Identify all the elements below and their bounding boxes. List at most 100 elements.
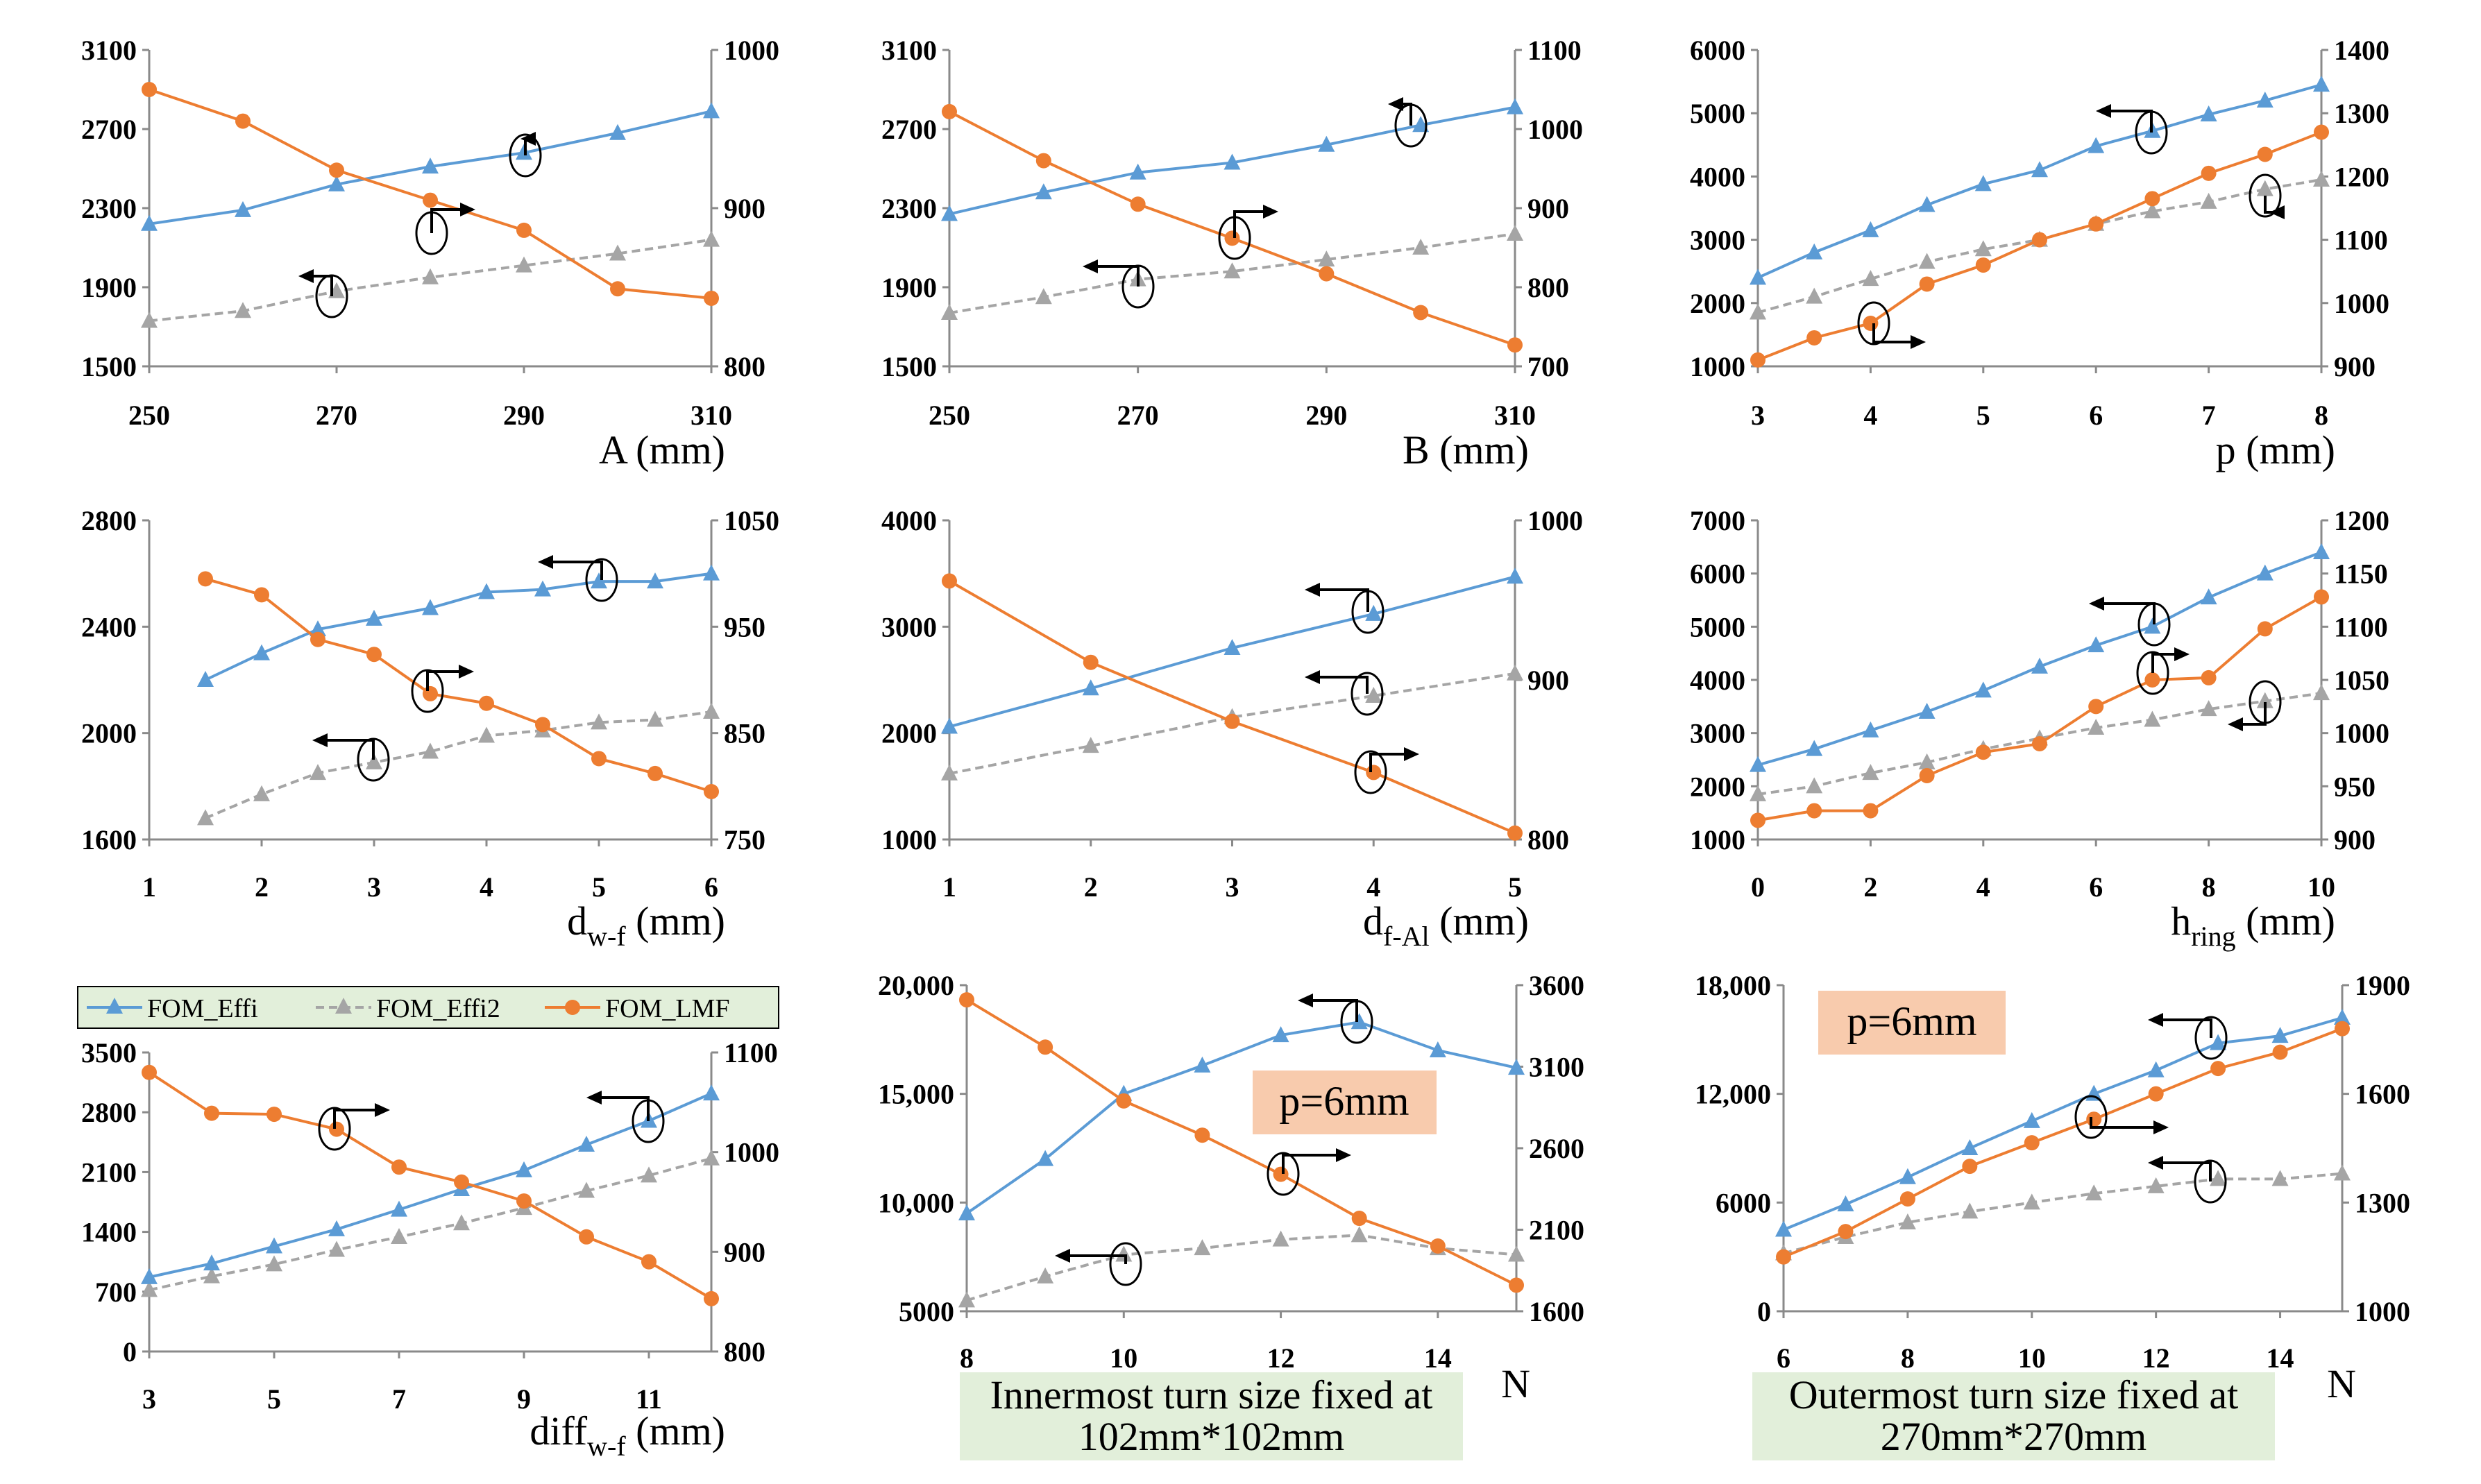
series-lmf-point [1863,315,1879,331]
chart-Ninner: 8 10 12 14 5000 10,000 15,000 20,000 1600 2100 260… [878,970,1584,1460]
x-tick-label: 250 [929,400,970,431]
indicator-shaft [2090,1117,2156,1129]
right-axis-indicator-arrow [411,665,474,713]
y-right-tick-label: 3600 [1529,970,1584,1001]
y-right-tick-label: 900 [1527,665,1569,696]
x-tick-label: 270 [316,400,357,431]
series-lmf-point [1194,1127,1210,1143]
y-left-tick-label: 4000 [1690,665,1745,696]
x-tick-label: 10 [2308,871,2335,903]
series-lmf-point [1806,803,1822,819]
series-effi2-point [1974,240,1992,257]
y-left-tick-label: 1500 [881,351,937,382]
series-lmf-point [2257,621,2273,637]
y-left-tick-label: 2700 [81,114,137,145]
y-right-tick-label: 1100 [724,1037,778,1068]
x-tick-label: 310 [1494,400,1536,431]
series-effi2-point [641,1166,657,1183]
y-left-tick-label: 2000 [81,718,137,749]
series-lmf-point [423,192,438,208]
series-lmf-point [2314,589,2329,605]
indicator-oval [2194,1016,2228,1060]
series-lmf-point [1975,257,1991,273]
x-axis-label-main: N [1501,1361,1530,1406]
series-lmf-point [1035,153,1051,169]
series-effi-point [2256,564,2273,581]
series-effi2-point [1194,1239,1211,1256]
chart-diffwf: 3 5 7 9 11 0 700 1400 2100 2800 3500 800 900 1000 1100… [81,1037,779,1462]
series-effi-point [958,1204,975,1220]
series-lmf-line [949,579,1516,835]
series-lmf-point [1750,812,1766,828]
series-effi2-point [1750,785,1766,801]
x-axis-label: p (mm) [2216,427,2335,472]
indicator-shaft [1095,265,1140,287]
x-tick-label: 12 [2142,1342,2170,1374]
caption-box [960,1372,1463,1460]
caption-line-2: 102mm*102mm [1078,1414,1344,1459]
series-lmf-point [454,1174,469,1190]
series-effi-point [328,175,345,191]
y-right-tick-label: 1050 [724,505,779,536]
x-tick-label: 2 [1084,871,1098,903]
series-lmf-point [704,784,719,799]
series-effi2-line [1757,692,2322,796]
x-axis-label-subscript: f-Al [1383,921,1430,952]
y-left-tick-label: 4000 [1690,161,1745,192]
x-tick-label: 14 [2267,1342,2294,1374]
y-right-tick-label: 1000 [724,1137,779,1168]
indicator-shaft [2151,653,2177,673]
series-effi-point [1806,740,1823,756]
left-axis-indicator-arrow [2148,1013,2228,1060]
y-right-tick-label: 750 [724,824,765,855]
x-tick-label: 8 [1901,1342,1915,1374]
chart-hring: 0 2 4 6 8 10 1000 2000 3000 4000 5000 6000 7000 900 95… [1690,505,2389,952]
x-tick-label: 10 [2018,1342,2046,1374]
y-right-tick-label: 1600 [1529,1296,1584,1327]
series-lmf-point [647,765,663,781]
x-axis-label: diffw-f (mm) [530,1408,725,1462]
series-effi2-point [2147,1177,2165,1193]
series-effi2-point [2023,1193,2040,1210]
y-right-tick-label: 2100 [1529,1215,1584,1246]
right-axis-indicator-arrow [1857,301,1926,349]
annotation-box [1253,1071,1437,1134]
x-tick-label: 4 [1863,400,1877,431]
y-right-tick-label: 800 [724,1336,765,1367]
y-left-tick-label: 2300 [881,193,937,224]
series-effi-point [1862,721,1879,737]
right-axis-indicator-arrow [2136,647,2190,695]
series-effi2-point [2088,719,2105,735]
series-lmf-point [2201,165,2217,181]
indicator-shaft [1233,210,1266,238]
left-axis-indicator-arrow [1388,97,1428,148]
indicator-head [375,1103,390,1117]
left-axis-indicator-arrow [509,132,542,178]
x-tick-label: 5 [1508,871,1522,903]
indicator-shaft [1282,1154,1339,1174]
x-tick-label: 0 [1751,871,1765,903]
series-effi2-point [366,753,382,769]
series-lmf-point [516,222,532,238]
y-left-tick-label: 2000 [1690,771,1745,802]
series-effi-point [422,599,439,615]
left-axis-indicator-arrow [1305,583,1385,634]
series-effi2-point [941,304,958,321]
series-lmf-point [641,1254,657,1270]
y-left-tick-label: 20,000 [878,970,954,1001]
series-lmf-point [610,281,625,297]
series-lmf-point [2201,669,2217,685]
series-lmf-point [1899,1191,1915,1207]
series-effi-point [1507,98,1523,114]
series-effi2-point [1035,288,1052,305]
y-right-tick-label: 2600 [1529,1133,1584,1164]
series-lmf-point [198,571,213,587]
left-axis-indicator-arrow [2089,597,2171,647]
series-lmf-point [1962,1159,1978,1175]
x-tick-label: 310 [691,400,732,431]
series-effi-point [1862,221,1879,237]
series-lmf-point [579,1229,594,1245]
series-effi2-point [422,742,439,759]
indicator-head [2148,1013,2163,1027]
series-lmf-point [310,631,325,647]
